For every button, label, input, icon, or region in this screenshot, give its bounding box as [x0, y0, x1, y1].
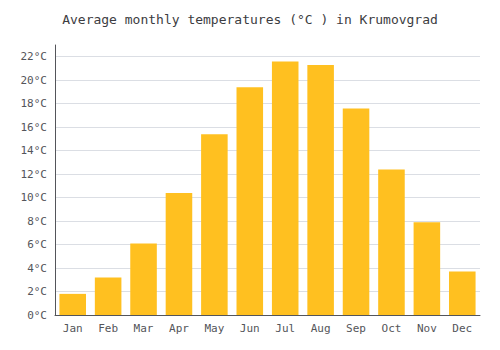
svg-text:14°C: 14°C [21, 144, 48, 157]
svg-text:May: May [204, 322, 224, 335]
svg-text:12°C: 12°C [21, 168, 48, 181]
svg-text:4°C: 4°C [27, 262, 47, 275]
svg-text:18°C: 18°C [21, 97, 48, 110]
svg-text:Nov: Nov [417, 322, 437, 335]
svg-text:6°C: 6°C [27, 238, 47, 251]
svg-text:16°C: 16°C [21, 121, 48, 134]
svg-text:Oct: Oct [382, 322, 402, 335]
svg-text:Feb: Feb [98, 322, 118, 335]
svg-text:Aug: Aug [311, 322, 331, 335]
svg-text:Mar: Mar [134, 322, 154, 335]
svg-text:0°C: 0°C [27, 309, 47, 322]
svg-text:Jan: Jan [63, 322, 83, 335]
svg-text:22°C: 22°C [21, 50, 48, 63]
svg-text:Jun: Jun [240, 322, 260, 335]
svg-text:Average monthly temperatures (: Average monthly temperatures (°C ) in Kr… [62, 12, 438, 27]
svg-text:Dec: Dec [452, 322, 472, 335]
svg-text:20°C: 20°C [21, 74, 48, 87]
svg-text:Jul: Jul [275, 322, 295, 335]
svg-text:8°C: 8°C [27, 215, 47, 228]
svg-text:Sep: Sep [346, 322, 366, 335]
svg-text:Apr: Apr [169, 322, 189, 335]
svg-text:10°C: 10°C [21, 191, 48, 204]
svg-text:2°C: 2°C [27, 285, 47, 298]
